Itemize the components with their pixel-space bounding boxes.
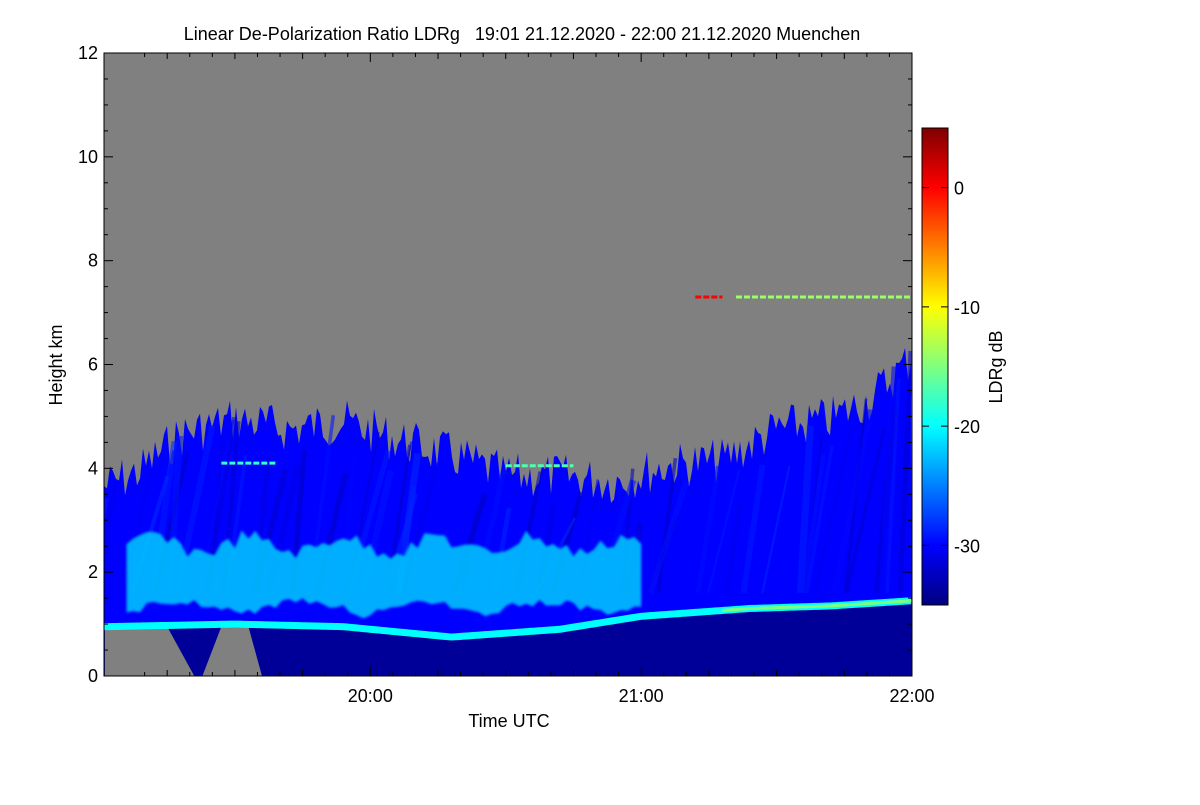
axis-ticks: 0 2 4 6 8 10 12 20:00 21:00 22:00 <box>78 43 935 706</box>
plot-area <box>104 53 912 676</box>
y-tick-label: 12 <box>78 43 98 63</box>
y-tick-label: 0 <box>88 666 98 686</box>
fall-streak <box>707 469 741 594</box>
y-tick-label: 8 <box>88 251 98 271</box>
y-tick-label: 6 <box>88 355 98 375</box>
colorbar-scale <box>921 127 949 606</box>
fall-streak <box>656 457 678 594</box>
colorbar-ticks: 0 -10 -20 -30 <box>922 179 980 556</box>
sub-cloud-region <box>104 603 912 676</box>
x-tick-label: 21:00 <box>619 686 664 706</box>
fall-streak <box>761 465 791 594</box>
no-data-patch <box>104 626 195 676</box>
fall-streak <box>104 481 119 565</box>
fall-streak <box>804 444 835 594</box>
colorbar-tick-label: 0 <box>954 179 964 199</box>
liquid-layer-core <box>722 599 912 612</box>
fall-streak <box>747 467 780 594</box>
fall-streak <box>878 366 899 594</box>
y-axis-label: Height km <box>46 324 66 405</box>
y-tick-label: 2 <box>88 562 98 582</box>
y-tick-label: 10 <box>78 147 98 167</box>
no-data-patch <box>202 626 262 676</box>
fall-streak <box>800 454 826 594</box>
fall-streak <box>796 425 814 594</box>
colorbar-tick-label: -30 <box>954 536 980 556</box>
colorbar-label: LDRg dB <box>986 330 1006 403</box>
x-tick-label: 22:00 <box>889 686 934 706</box>
fall-streak <box>885 378 901 594</box>
fall-streak <box>724 503 743 594</box>
fall-streak <box>740 464 766 594</box>
chart-title: Linear De-Polarization Ratio LDRg 19:01 … <box>184 24 860 44</box>
fall-streak <box>897 350 912 594</box>
y-tick-label: 4 <box>88 458 98 478</box>
fall-streak <box>831 409 874 594</box>
fall-streak <box>813 428 853 594</box>
fall-streak <box>647 480 690 594</box>
fall-streak <box>104 499 129 594</box>
fall-streak <box>676 486 707 594</box>
enhanced-depolarization-band <box>126 530 642 619</box>
x-axis-label: Time UTC <box>468 711 549 731</box>
fall-streak <box>695 465 721 594</box>
colorbar: 0 -10 -20 -30 LDRg dB <box>921 127 1006 606</box>
x-tick-label: 20:00 <box>348 686 393 706</box>
colorbar-tick-label: -10 <box>954 298 980 318</box>
colorbar-tick-label: -20 <box>954 417 980 437</box>
fall-streak <box>844 426 887 594</box>
